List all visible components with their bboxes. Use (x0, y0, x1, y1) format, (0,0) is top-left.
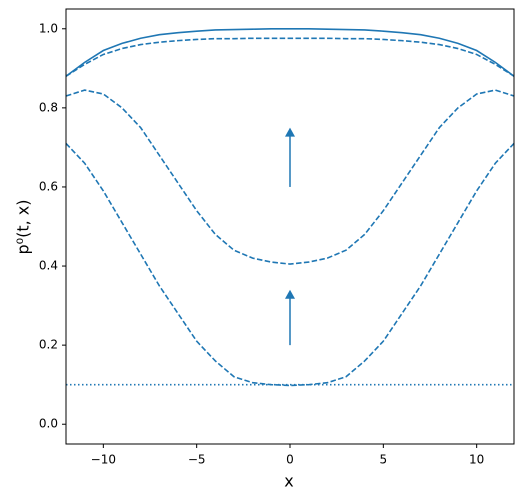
line-series (66, 27, 514, 77)
arrow-head (285, 127, 295, 137)
y-tick-label: 0.2 (39, 338, 58, 352)
x-tick-label: 0 (286, 453, 294, 467)
line-series (66, 37, 514, 77)
x-tick-label: −10 (91, 453, 116, 467)
plot-frame (65, 8, 515, 445)
x-tick-label: −5 (188, 453, 206, 467)
line-series (66, 89, 514, 265)
y-tick-label: 0.8 (39, 100, 58, 114)
arrow-head (285, 289, 295, 299)
x-tick-label: 5 (380, 453, 388, 467)
x-tick-label: 10 (469, 453, 484, 467)
line-series (66, 142, 514, 387)
y-tick-label: 0.0 (39, 417, 58, 431)
y-axis-label: p⁰(t, x) (14, 200, 33, 255)
y-tick-label: 0.6 (39, 179, 58, 193)
y-tick-label: 1.0 (39, 21, 58, 35)
x-axis-label: x (284, 472, 293, 491)
y-tick-label: 0.4 (39, 259, 58, 273)
